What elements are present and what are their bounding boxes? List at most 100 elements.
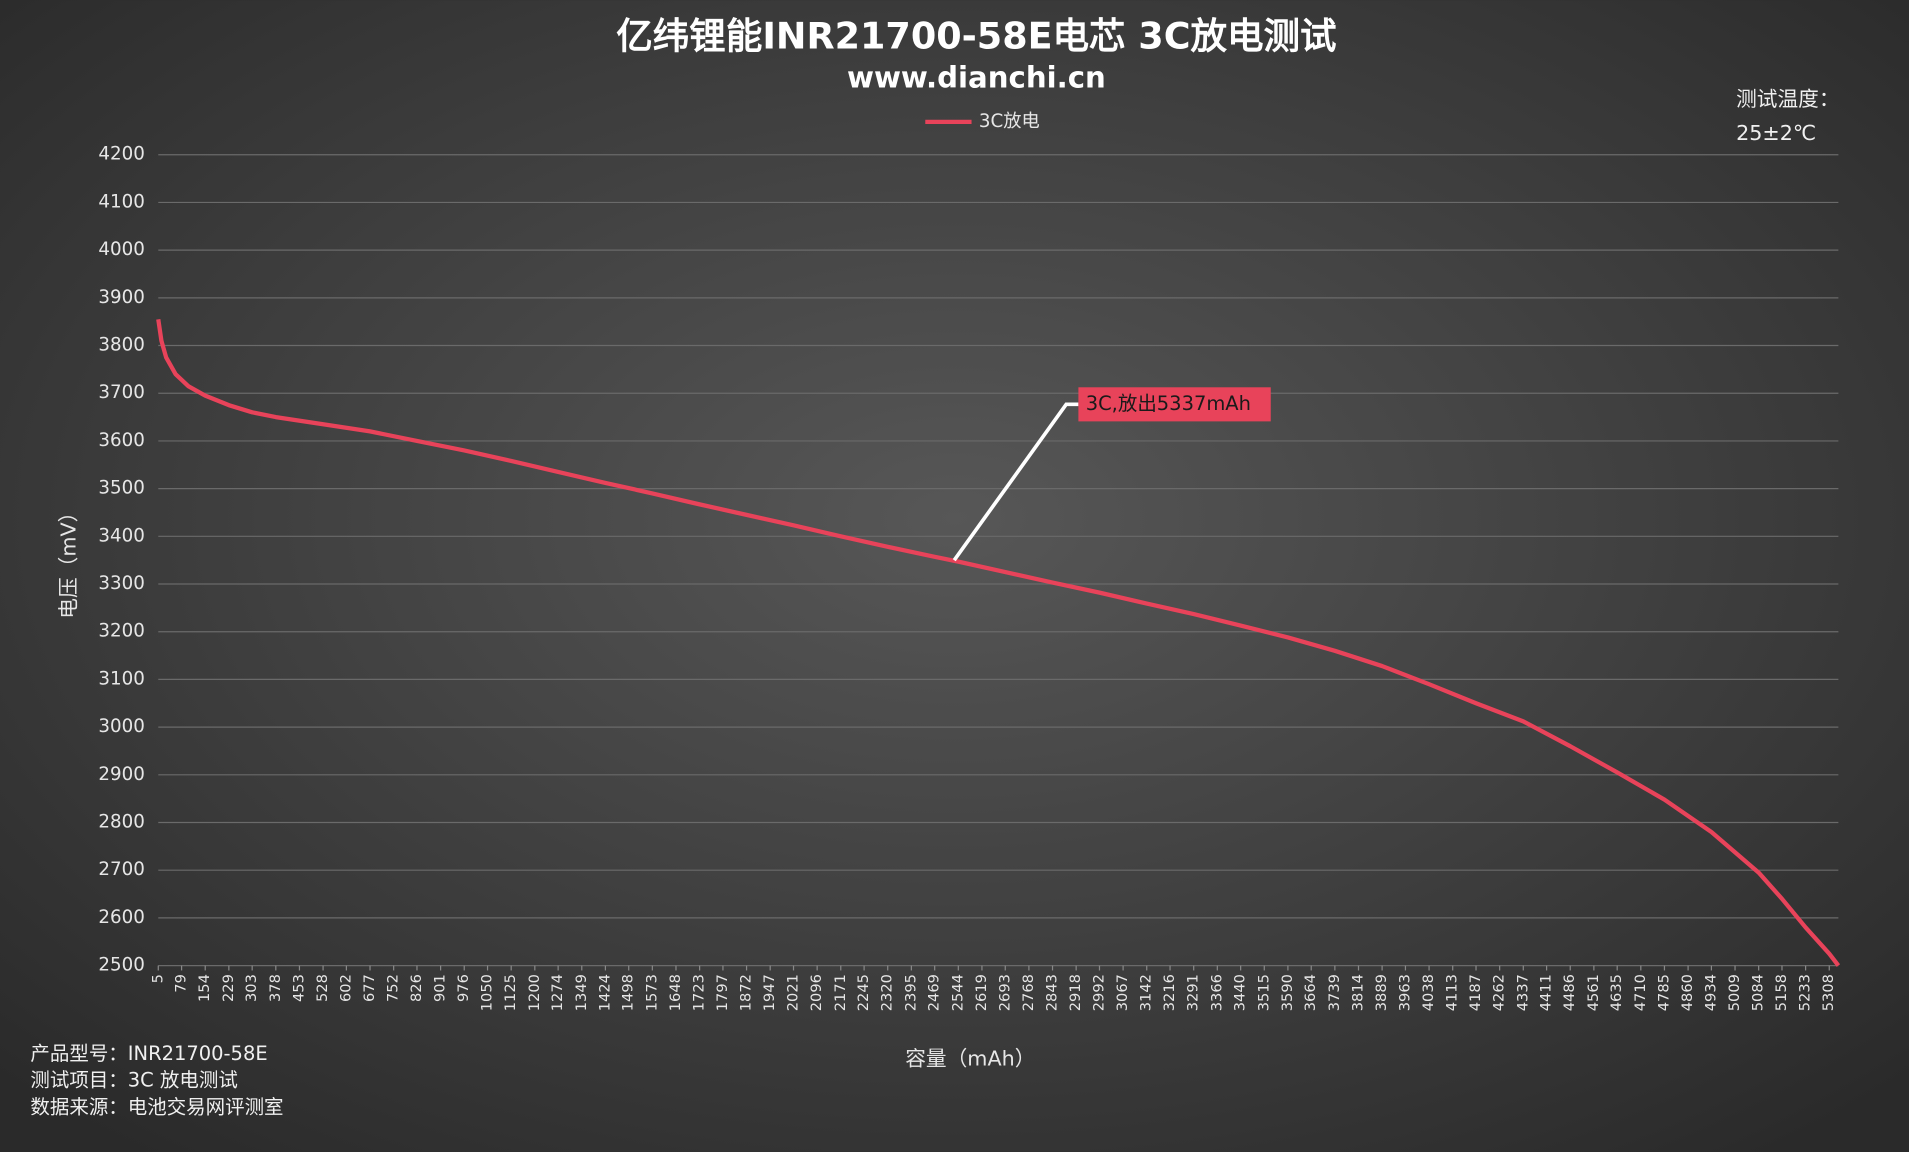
- x-tick-label: 1200: [526, 974, 543, 1011]
- y-tick-label: 3000: [98, 716, 144, 737]
- x-tick-label: 2918: [1067, 974, 1084, 1011]
- y-tick-label: 4100: [98, 191, 144, 212]
- x-tick-label: 453: [290, 974, 307, 1002]
- footer-line: 产品型号：INR21700-58E: [30, 1042, 267, 1065]
- x-tick-label: 2619: [973, 974, 990, 1011]
- y-tick-label: 3800: [98, 335, 144, 356]
- x-tick-label: 79: [173, 974, 190, 993]
- y-tick-label: 3500: [98, 478, 144, 499]
- x-tick-label: 3963: [1396, 974, 1413, 1011]
- x-tick-label: 2245: [855, 974, 872, 1011]
- y-tick-label: 3100: [98, 668, 144, 689]
- x-tick-label: 1648: [667, 974, 684, 1011]
- x-tick-label: 5233: [1797, 974, 1814, 1011]
- x-tick-label: 1498: [620, 974, 637, 1011]
- annotation-box: [1078, 387, 1271, 422]
- x-tick-label: 4113: [1444, 974, 1461, 1011]
- x-tick-label: 4934: [1702, 974, 1719, 1011]
- x-tick-label: 901: [432, 974, 449, 1002]
- x-tick-label: 2320: [879, 974, 896, 1011]
- x-tick-label: 2395: [902, 974, 919, 1011]
- y-tick-label: 3200: [98, 621, 144, 642]
- x-tick-label: 5158: [1773, 974, 1790, 1011]
- x-tick-label: 1872: [738, 974, 755, 1011]
- annotation-label: 3C,放出5337mAh: [1086, 392, 1251, 415]
- x-tick-label: 1424: [596, 974, 613, 1011]
- x-tick-label: 4635: [1608, 974, 1625, 1011]
- x-tick-label: 2843: [1044, 974, 1061, 1011]
- x-tick-label: 4785: [1655, 974, 1672, 1011]
- x-tick-label: 5009: [1726, 974, 1743, 1011]
- x-tick-label: 602: [337, 974, 354, 1002]
- x-tick-label: 303: [243, 974, 260, 1002]
- x-axis-label: 容量（mAh）: [905, 1046, 1035, 1070]
- y-tick-label: 4000: [98, 239, 144, 260]
- x-tick-label: 1797: [714, 974, 731, 1011]
- y-tick-label: 2700: [98, 859, 144, 880]
- y-tick-label: 2500: [98, 955, 144, 976]
- x-tick-label: 3366: [1208, 974, 1225, 1011]
- x-tick-label: 2021: [785, 974, 802, 1011]
- x-tick-label: 154: [196, 974, 213, 1002]
- x-tick-label: 4710: [1632, 974, 1649, 1011]
- chart-title: 亿纬锂能INR21700-58E电芯 3C放电测试: [616, 14, 1336, 57]
- x-tick-label: 2992: [1090, 974, 1107, 1011]
- x-tick-label: 2469: [926, 974, 943, 1011]
- x-tick-label: 5308: [1820, 974, 1837, 1011]
- y-tick-label: 2800: [98, 812, 144, 833]
- y-axis-label: 电压（mV）: [56, 502, 80, 619]
- x-tick-label: 4411: [1538, 974, 1555, 1011]
- x-tick-label: 3216: [1161, 974, 1178, 1011]
- annotation-leader: [952, 402, 1079, 562]
- y-tick-label: 4200: [98, 144, 144, 165]
- legend-label: 3C放电: [979, 111, 1040, 132]
- y-tick-label: 3900: [98, 287, 144, 308]
- note-title: 测试温度：: [1736, 87, 1839, 111]
- x-tick-label: 3440: [1232, 974, 1249, 1011]
- x-tick-label: 4038: [1420, 974, 1437, 1011]
- x-tick-label: 5: [149, 974, 166, 983]
- x-tick-label: 2096: [808, 974, 825, 1011]
- x-tick-label: 5084: [1750, 974, 1767, 1011]
- x-tick-label: 1050: [479, 974, 496, 1011]
- x-tick-label: 3291: [1185, 974, 1202, 1011]
- footer-line: 测试项目：3C 放电测试: [30, 1069, 237, 1092]
- x-tick-label: 1947: [761, 974, 778, 1011]
- x-tick-label: 3590: [1279, 974, 1296, 1011]
- x-tick-label: 3889: [1373, 974, 1390, 1011]
- x-tick-label: 4187: [1467, 974, 1484, 1011]
- x-tick-label: 3739: [1326, 974, 1343, 1011]
- y-tick-label: 3600: [98, 430, 144, 451]
- x-tick-label: 1573: [643, 974, 660, 1011]
- x-tick-label: 3664: [1302, 974, 1319, 1011]
- x-tick-label: 3067: [1114, 974, 1131, 1011]
- x-tick-label: 2693: [996, 974, 1013, 1011]
- x-tick-label: 4561: [1585, 974, 1602, 1011]
- x-tick-label: 752: [385, 974, 402, 1002]
- x-tick-label: 826: [408, 974, 425, 1002]
- x-tick-label: 3814: [1349, 974, 1366, 1011]
- x-tick-label: 976: [455, 974, 472, 1002]
- x-tick-label: 229: [220, 974, 237, 1002]
- x-tick-label: 3515: [1255, 974, 1272, 1011]
- x-tick-label: 4262: [1491, 974, 1508, 1011]
- x-tick-label: 4860: [1679, 974, 1696, 1011]
- x-tick-label: 2544: [949, 974, 966, 1011]
- x-tick-label: 3142: [1138, 974, 1155, 1011]
- y-tick-label: 3400: [98, 525, 144, 546]
- y-tick-label: 3700: [98, 382, 144, 403]
- x-tick-label: 1349: [573, 974, 590, 1011]
- y-tick-label: 2900: [98, 764, 144, 785]
- x-tick-label: 1125: [502, 974, 519, 1011]
- x-tick-label: 677: [361, 974, 378, 1002]
- x-tick-label: 4486: [1561, 974, 1578, 1011]
- footer-line: 数据来源：电池交易网评测室: [30, 1096, 283, 1119]
- x-tick-label: 528: [314, 974, 331, 1002]
- data-line: [156, 318, 1841, 967]
- x-tick-label: 2768: [1020, 974, 1037, 1011]
- x-tick-label: 378: [267, 974, 284, 1002]
- x-tick-label: 1274: [549, 974, 566, 1011]
